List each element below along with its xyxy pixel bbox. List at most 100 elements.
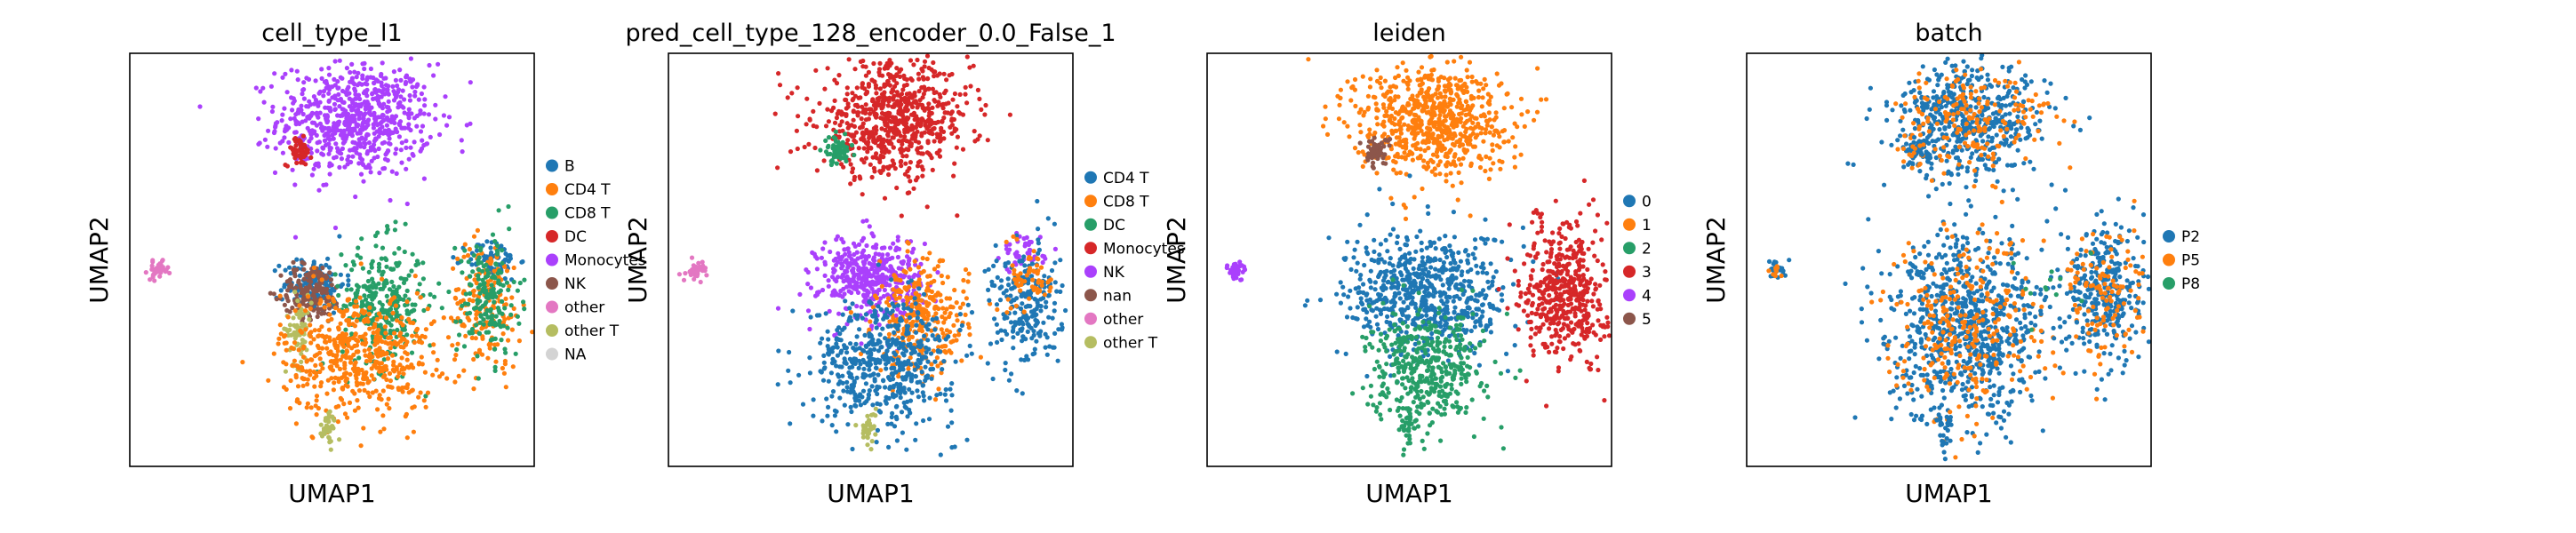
point-1 [1494,71,1500,76]
point-cd8-t [1008,306,1013,311]
point-monocytes [316,139,322,145]
point-cd8-t [1030,277,1036,282]
point-monocytes [346,154,351,159]
point-monocytes [332,225,339,231]
point-cd4-t [353,337,359,343]
point-cd4-t [463,333,468,338]
point-monocytes [301,96,307,101]
point-cd4-t [820,418,825,424]
point-monocytes [963,91,968,97]
point-monocytes [892,117,897,123]
point-nk [876,278,881,283]
legend-item: other T [546,322,620,340]
point-cd4-t [986,287,991,292]
point-monocytes [884,138,890,144]
point-cd4-t [847,306,852,311]
point-nk [845,263,852,268]
point-cd4-t [383,330,388,336]
point-cd4-t [404,351,410,356]
point-cd4-t [355,349,361,354]
point-cd4-t [467,246,473,252]
point-cd4-t [948,386,953,392]
point-monocytes [899,158,904,164]
point-cd4-t [300,368,305,373]
point-cd8-t [361,303,366,308]
point-monocytes [356,102,362,107]
point-monocytes [419,146,425,151]
point-nk [911,246,916,251]
point-cd4-t [306,294,311,299]
point-cd4-t [451,266,456,271]
point-cd8-t [457,332,462,338]
point-cd8-t [1016,283,1021,289]
point-monocytes [903,106,908,111]
point-cd8-t [439,306,444,311]
point-monocytes [390,84,396,89]
point-cd8-t [483,312,488,317]
point-cd4-t [995,339,1000,345]
point-monocytes [983,102,988,108]
point-monocytes [272,129,277,134]
point-nk [826,283,831,289]
point-cd4-t [998,278,1004,283]
point-monocytes [286,139,292,145]
point-cd4-t [362,387,367,393]
legend-marker [1084,171,1097,184]
point-cd4-t [363,353,368,358]
point-monocytes [308,136,314,141]
point-other [683,271,688,276]
point-cd4-t [892,352,899,357]
point-monocytes [340,146,345,151]
point-cd8-t [966,271,972,276]
point-monocytes [395,83,400,89]
point-cd8-t [878,368,884,373]
point-cd8-t [392,227,397,233]
point-cd4-t [456,373,461,378]
point-monocytes [922,59,928,64]
point-b [325,256,331,261]
point-cd4-t [1020,334,1026,339]
point-cd4-t [342,411,348,417]
point-monocytes [922,84,927,90]
point-cd4-t [1011,324,1016,330]
legend-item: NA [546,346,587,364]
point-cd4-t [322,305,327,310]
point-cd4-t [1042,274,1047,279]
point-cd4-t [284,347,289,353]
point-other-t [873,413,878,418]
point-monocytes [446,115,452,120]
point-cd4-t [959,322,964,328]
point-monocytes [433,116,438,122]
point-nk [850,267,855,273]
point-cd4-t [838,338,844,343]
point-monocytes [863,102,868,107]
point-cd4-t [1006,378,1012,383]
point-nk [854,250,860,255]
point-nk [1043,256,1048,261]
point-b [311,261,316,266]
point-nk [284,292,289,298]
point-monocytes [985,138,990,143]
point-monocytes [887,58,892,63]
point-cd4-t [913,437,918,442]
point-monocytes [292,99,297,104]
point-cd8-t [348,287,354,292]
point-cd4-t [324,391,330,396]
point-monocytes [311,166,316,171]
point-cd4-t [796,372,802,378]
point-monocytes [852,138,857,143]
point-cd4-t [292,340,298,346]
point-cd4-t [345,298,350,303]
point-monocytes [383,76,388,81]
point-monocytes [371,125,376,131]
point-b [474,248,480,253]
legend-marker [1084,289,1097,302]
point-cd4-t [305,381,310,387]
point-cd4-t [311,274,316,279]
point-cd4-t [378,429,383,434]
point-cd4-t [876,304,881,309]
point-cd4-t [883,313,888,318]
point-dc [852,152,857,158]
point-monocytes [852,102,858,108]
point-dc [298,160,304,165]
